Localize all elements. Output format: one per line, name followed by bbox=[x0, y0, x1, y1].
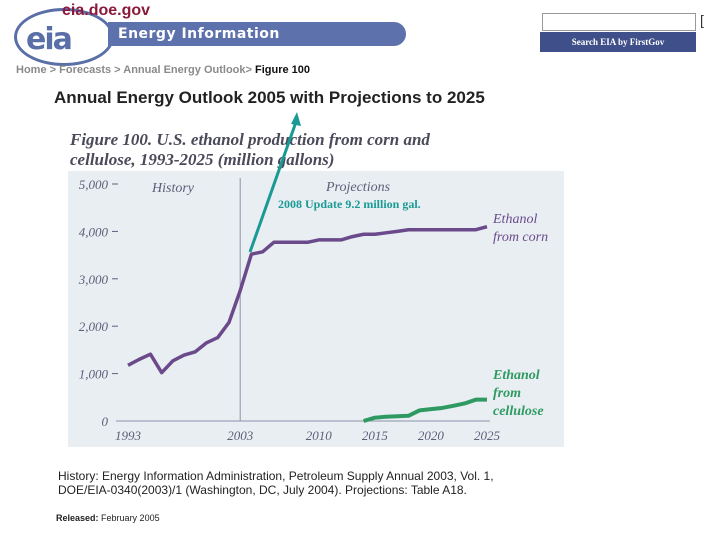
release-date: Released: February 2005 bbox=[56, 513, 160, 523]
released-value: February 2005 bbox=[101, 513, 160, 523]
series-label: from corn bbox=[493, 230, 548, 245]
source-line1: History: Energy Information Administrati… bbox=[58, 469, 494, 483]
breadcrumb-current: Figure 100 bbox=[255, 64, 311, 76]
x-tick-label: 2010 bbox=[306, 428, 333, 443]
eia-logo[interactable]: eia bbox=[26, 22, 73, 57]
figure-title: Figure 100. U.S. ethanol production from… bbox=[70, 130, 430, 170]
projections-label: Projections bbox=[325, 180, 391, 195]
y-tick-label: 5,000 bbox=[79, 177, 109, 192]
source-note: History: Energy Information Administrati… bbox=[58, 469, 494, 497]
series-line-corn bbox=[127, 224, 488, 375]
annotation-arrow bbox=[248, 121, 298, 253]
search-bracket-icon: [ bbox=[700, 12, 704, 28]
source-line2: DOE/EIA-0340(2003)/1 (Washington, DC, Ju… bbox=[58, 483, 467, 497]
search-button[interactable]: Search EIA by FirstGov bbox=[540, 32, 696, 52]
series-label: Ethanol bbox=[492, 368, 540, 383]
x-tick-label: 2025 bbox=[474, 428, 501, 443]
annotation-text: 2008 Update 9.2 million gal. bbox=[278, 197, 421, 211]
annotation-arrowhead bbox=[291, 112, 301, 126]
history-label: History bbox=[151, 181, 195, 196]
breadcrumb: Home > Forecasts > Annual Energy Outlook… bbox=[16, 64, 310, 76]
breadcrumb-home[interactable]: Home bbox=[16, 64, 47, 76]
figure-title-line1: Figure 100. U.S. ethanol production from… bbox=[70, 130, 430, 149]
y-tick-label: 1,000 bbox=[79, 367, 109, 382]
breadcrumb-forecasts[interactable]: Forecasts bbox=[59, 64, 112, 76]
series-label: from bbox=[493, 386, 521, 401]
x-tick-label: 2003 bbox=[227, 428, 254, 443]
page-title: Annual Energy Outlook 2005 with Projecti… bbox=[54, 88, 485, 107]
search-input[interactable] bbox=[542, 13, 696, 31]
y-tick-label: 2,000 bbox=[79, 319, 109, 334]
series-label: cellulose bbox=[493, 404, 544, 419]
breadcrumb-separator: > bbox=[114, 64, 121, 76]
breadcrumb-separator: > bbox=[49, 64, 57, 76]
breadcrumb-aeo[interactable]: Annual Energy Outlook bbox=[123, 64, 246, 76]
x-tick-label: 1993 bbox=[115, 428, 142, 443]
y-tick-label: 4,000 bbox=[79, 224, 109, 239]
agency-banner: Energy Information Administration bbox=[108, 22, 406, 66]
figure-title-line2: cellulose, 1993-2025 (million gallons) bbox=[70, 150, 335, 169]
breadcrumb-separator: > bbox=[245, 64, 252, 76]
y-tick-label: 0 bbox=[102, 414, 109, 429]
y-tick-label: 3,000 bbox=[78, 272, 109, 287]
released-label: Released: bbox=[56, 513, 99, 523]
x-tick-label: 2020 bbox=[418, 428, 445, 443]
x-tick-label: 2015 bbox=[362, 428, 389, 443]
series-line-cellulose bbox=[363, 397, 487, 423]
series-label: Ethanol bbox=[492, 212, 537, 227]
site-url[interactable]: eia.doe.gov bbox=[62, 2, 151, 19]
